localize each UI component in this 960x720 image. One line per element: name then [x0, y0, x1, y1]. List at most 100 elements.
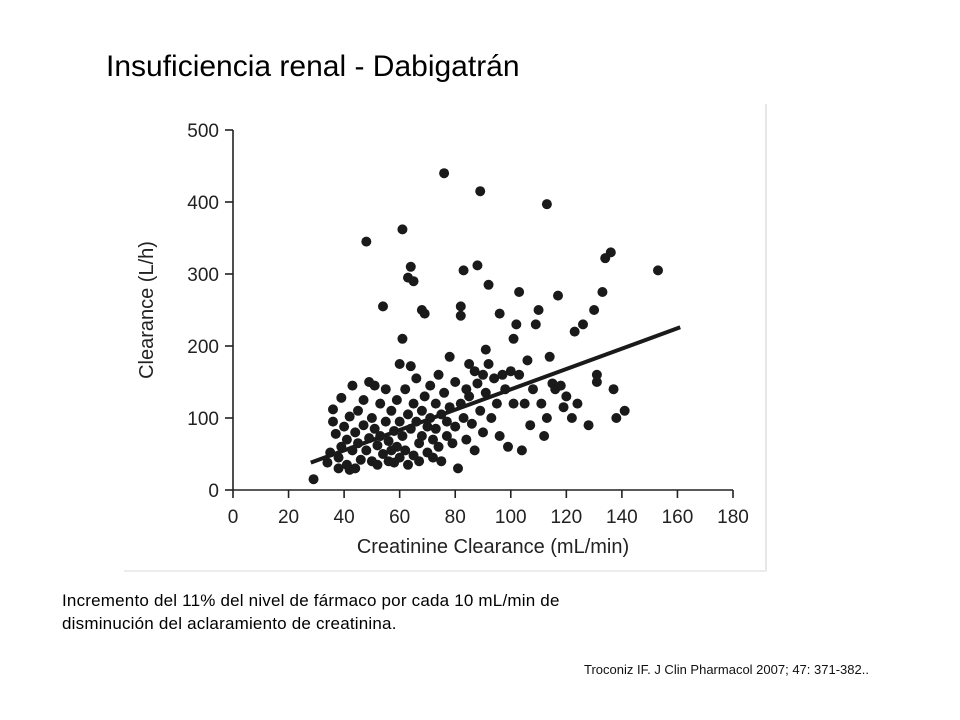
data-point: [464, 359, 475, 369]
data-point: [422, 421, 433, 432]
data-point: [416, 405, 427, 416]
data-point: [405, 361, 416, 372]
data-point: [505, 366, 516, 377]
chart-figure: 0 100 200 300 400 500 0 20 40 60 80 100 120 140 160 180…: [124, 104, 766, 572]
y-tick-label: 0: [208, 481, 219, 502]
data-point: [394, 452, 405, 463]
caption: Incremento del 11% del nivel de fármaco …: [62, 589, 722, 635]
data-point: [458, 413, 469, 423]
data-point: [439, 168, 450, 179]
data-point: [555, 380, 566, 391]
x-axis-label: Creatinine Clearance (mL/min): [357, 536, 629, 558]
data-point: [430, 398, 441, 409]
data-point: [450, 421, 461, 432]
data-point: [450, 377, 461, 387]
data-point: [453, 463, 463, 474]
data-point: [522, 355, 533, 366]
data-point: [589, 305, 600, 315]
data-point: [558, 402, 569, 413]
data-point: [461, 434, 472, 445]
x-tick-label: 120: [550, 507, 582, 528]
data-point: [491, 398, 502, 409]
data-point: [536, 398, 547, 409]
data-point: [375, 398, 386, 409]
data-point: [483, 279, 494, 290]
data-point: [508, 398, 519, 409]
data-point: [361, 236, 372, 247]
y-axis-label: Clearance (L/h): [136, 241, 158, 379]
data-point: [489, 373, 500, 384]
data-point: [494, 431, 505, 441]
data-point: [541, 199, 552, 210]
data-point: [414, 456, 425, 467]
data-point: [419, 391, 430, 402]
data-point: [397, 431, 408, 441]
data-point: [533, 305, 544, 315]
data-point: [341, 434, 352, 445]
data-point: [372, 440, 383, 451]
x-tick-label: 40: [334, 507, 355, 528]
data-point: [433, 441, 444, 452]
data-point: [478, 369, 488, 380]
data-point: [466, 418, 477, 429]
data-point: [572, 398, 583, 409]
y-tick-label: 400: [187, 193, 219, 214]
data-point: [400, 384, 411, 395]
y-tick-label: 500: [187, 121, 219, 142]
data-point: [439, 387, 450, 398]
data-point: [528, 384, 538, 395]
data-point: [425, 380, 436, 391]
data-point: [478, 427, 488, 438]
data-point: [653, 265, 663, 276]
data-point: [361, 445, 372, 456]
x-tick-label: 160: [662, 507, 694, 528]
x-tick-label: 180: [717, 507, 749, 528]
data-point: [408, 398, 419, 409]
data-point: [591, 369, 602, 380]
data-point: [447, 438, 458, 449]
data-point: [336, 392, 347, 403]
data-point: [597, 287, 608, 297]
data-point: [369, 380, 380, 391]
data-point: [486, 413, 497, 423]
figure-border-right: [765, 104, 767, 572]
data-point: [541, 413, 552, 423]
data-point: [397, 333, 408, 344]
data-point: [503, 441, 513, 452]
caption-line-2: disminución del aclaramiento de creatini…: [62, 614, 397, 633]
data-point: [583, 420, 594, 431]
data-point: [619, 405, 630, 416]
x-tick-label: 60: [389, 507, 410, 528]
data-point: [350, 427, 361, 438]
y-tick-label: 300: [187, 265, 219, 286]
x-tick-label: 140: [606, 507, 638, 528]
data-point: [508, 333, 519, 344]
data-point: [328, 416, 338, 427]
data-point: [458, 265, 469, 276]
data-point: [525, 420, 536, 431]
data-point: [350, 463, 361, 474]
data-point: [480, 387, 491, 398]
data-point: [455, 301, 466, 312]
data-point: [472, 260, 483, 271]
slide-title: Insuficiencia renal - Dabigatrán: [106, 50, 520, 83]
y-tick-label: 200: [187, 337, 219, 358]
data-point: [328, 404, 338, 415]
data-point: [578, 319, 588, 330]
scatter-chart: 0 100 200 300 400 500 0 20 40 60 80 100 120 140 160 180…: [136, 121, 749, 558]
data-point: [378, 301, 388, 312]
data-point: [411, 373, 422, 384]
data-point: [514, 287, 525, 297]
data-point: [497, 369, 508, 380]
data-point: [553, 290, 563, 301]
x-tick-label: 100: [495, 507, 527, 528]
data-point: [444, 351, 455, 362]
data-point: [322, 457, 333, 468]
data-point: [403, 459, 413, 470]
data-point: [475, 405, 486, 416]
data-point: [394, 359, 405, 369]
data-point: [353, 405, 363, 416]
data-point: [347, 380, 358, 391]
data-point: [530, 319, 541, 330]
data-point: [441, 431, 452, 441]
